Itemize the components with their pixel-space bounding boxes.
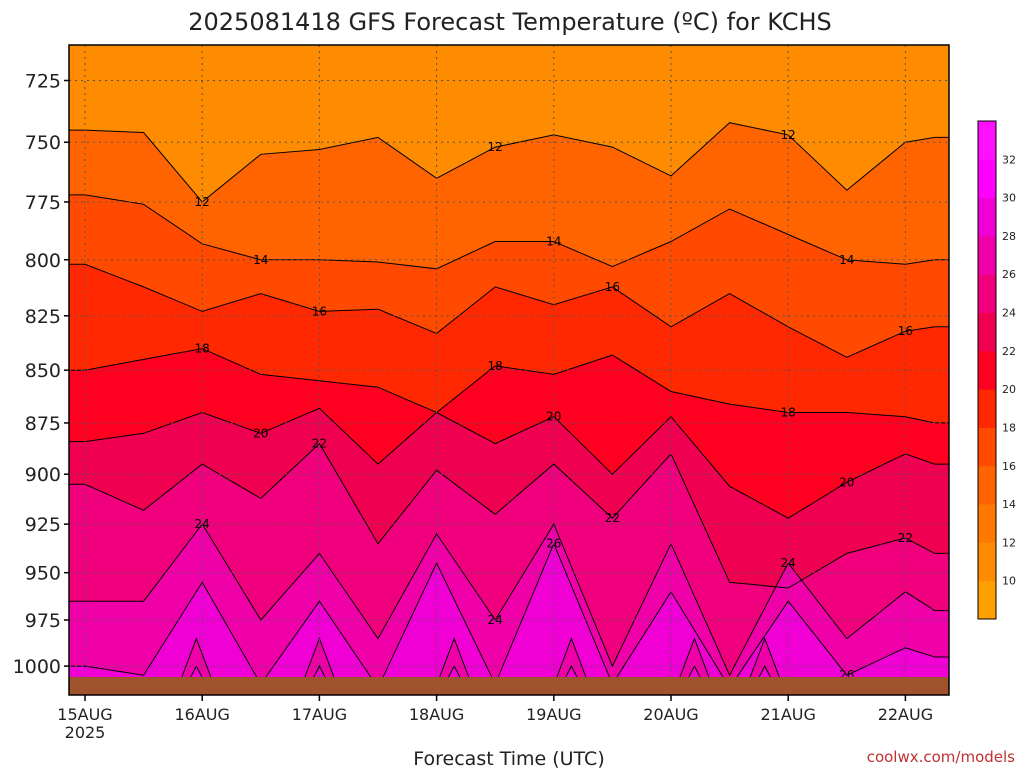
colorbar-segment bbox=[978, 389, 996, 428]
y-tick-label: 775 bbox=[25, 192, 61, 214]
colorbar-segment bbox=[978, 427, 996, 467]
isotherm-20 bbox=[69, 407, 949, 519]
contour-label-26: 26 bbox=[546, 537, 561, 551]
x-tick-label: 16AUG bbox=[174, 705, 229, 724]
y-tick-label: 1000 bbox=[13, 656, 61, 678]
colorbar-frame bbox=[977, 120, 997, 620]
x-tick-label: 15AUG bbox=[57, 705, 112, 724]
x-year-label: 2025 bbox=[65, 723, 106, 742]
contour-label-22: 22 bbox=[312, 437, 327, 451]
colorbar-segment bbox=[978, 465, 996, 505]
isotherm-26 bbox=[69, 542, 949, 689]
terrain-ground bbox=[69, 677, 949, 695]
colorbar-segment bbox=[978, 197, 996, 237]
y-tick-label: 850 bbox=[25, 360, 61, 382]
colorbar-tick-label: 30 bbox=[1002, 192, 1016, 205]
colorbar-segment bbox=[978, 159, 996, 199]
isotherm-16 bbox=[69, 263, 949, 358]
contour-label-18: 18 bbox=[488, 359, 503, 373]
y-tick-label: 950 bbox=[25, 563, 61, 585]
colorbar-tick-label: 22 bbox=[1002, 345, 1016, 358]
contour-label-12: 12 bbox=[195, 195, 210, 209]
temperature-band-26 bbox=[69, 543, 949, 695]
colorbar-tick-label: 28 bbox=[1002, 230, 1016, 243]
contour-label-18: 18 bbox=[195, 342, 210, 356]
colorbar-tick-label: 24 bbox=[1002, 307, 1016, 320]
plot-area: 12 12 12 14 14 14 16 16 16 18 18 18 20 20 20 22 22 22 24 24… bbox=[69, 45, 949, 695]
contour-label-24: 24 bbox=[488, 613, 503, 627]
y-tick-label: 750 bbox=[25, 132, 61, 154]
contour-label-24: 24 bbox=[781, 556, 796, 570]
contour-label-24: 24 bbox=[195, 517, 210, 531]
colorbar-segment bbox=[978, 274, 996, 314]
contour-label-16: 16 bbox=[898, 324, 913, 338]
y-tick-label: 800 bbox=[25, 250, 61, 272]
contour-label-20: 20 bbox=[546, 410, 561, 424]
x-tick-label: 20AUG bbox=[643, 705, 698, 724]
contour-label-14: 14 bbox=[253, 253, 268, 267]
contour-label-20: 20 bbox=[839, 475, 854, 489]
isotherm-12 bbox=[69, 122, 949, 203]
contour-label-14: 14 bbox=[546, 234, 561, 248]
colorbar-segment bbox=[978, 542, 996, 582]
contour-label-22: 22 bbox=[898, 531, 913, 545]
watermark: coolwx.com/models bbox=[867, 748, 1015, 766]
colorbar-segment bbox=[978, 121, 996, 160]
isotherm-14 bbox=[69, 194, 949, 270]
colorbar-tick-label: 10 bbox=[1002, 575, 1016, 588]
y-tick-label: 900 bbox=[25, 464, 61, 486]
colorbar-segment bbox=[978, 580, 996, 620]
contour-label-20: 20 bbox=[253, 426, 268, 440]
isotherm-24 bbox=[69, 522, 949, 677]
colorbar-tick-label: 12 bbox=[1002, 536, 1016, 549]
contour-label-14: 14 bbox=[839, 253, 854, 267]
colorbar-segment bbox=[978, 350, 996, 390]
y-tick-label: 825 bbox=[25, 306, 61, 328]
colorbar-tick-label: 18 bbox=[1002, 421, 1016, 434]
colorbar-tick-label: 20 bbox=[1002, 383, 1016, 396]
isotherm-18 bbox=[69, 348, 949, 424]
colorbar-segment bbox=[978, 504, 996, 543]
y-tick-label: 875 bbox=[25, 413, 61, 435]
x-tick-label: 22AUG bbox=[878, 705, 933, 724]
contour-label-16: 16 bbox=[605, 280, 620, 294]
x-tick-label: 17AUG bbox=[292, 705, 347, 724]
x-axis-label: Forecast Time (UTC) bbox=[413, 748, 604, 768]
contour-label-22: 22 bbox=[605, 511, 620, 525]
chart-title: 2025081418 GFS Forecast Temperature (ºC)… bbox=[188, 8, 832, 36]
x-tick-label: 19AUG bbox=[526, 705, 581, 724]
colorbar-segment bbox=[978, 312, 996, 352]
isotherm-22 bbox=[69, 442, 949, 589]
colorbar-segment bbox=[978, 235, 996, 275]
contour-label-12: 12 bbox=[488, 140, 503, 154]
x-tick-label: 18AUG bbox=[409, 705, 464, 724]
contour-label-16: 16 bbox=[312, 304, 327, 318]
colorbar-tick-label: 26 bbox=[1002, 268, 1016, 281]
colorbar-tick-label: 16 bbox=[1002, 460, 1016, 473]
x-tick-label: 21AUG bbox=[760, 705, 815, 724]
y-tick-label: 725 bbox=[25, 71, 61, 93]
y-tick-label: 975 bbox=[25, 610, 61, 632]
contour-label-18: 18 bbox=[781, 406, 796, 420]
colorbar-tick-label: 14 bbox=[1002, 498, 1016, 511]
y-tick-label: 925 bbox=[25, 514, 61, 536]
contour-label-12: 12 bbox=[781, 128, 796, 142]
colorbar-tick-label: 32 bbox=[1002, 153, 1016, 166]
